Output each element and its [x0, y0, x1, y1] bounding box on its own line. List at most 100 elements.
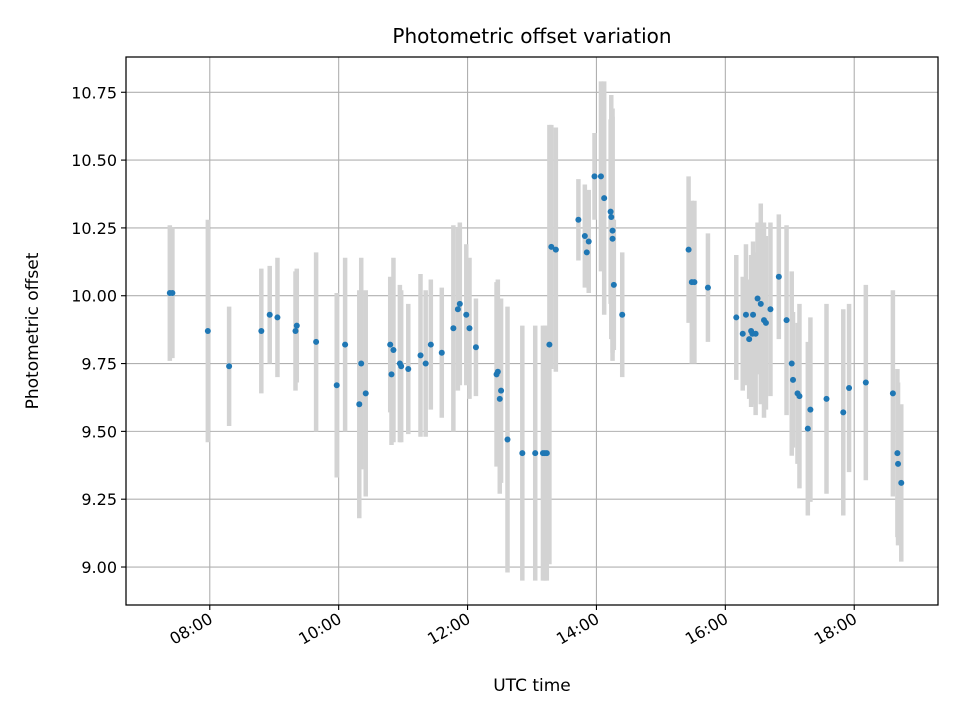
data-point [754, 295, 761, 302]
data-point [591, 173, 598, 180]
data-point [609, 235, 616, 242]
data-point [704, 284, 711, 291]
data-point [333, 382, 340, 389]
data-point [388, 371, 395, 378]
data-point [342, 341, 349, 348]
data-point [519, 450, 526, 457]
y-tick-label: 9.75 [81, 355, 117, 374]
data-point [804, 425, 811, 432]
data-point [266, 311, 273, 318]
data-point [417, 352, 424, 359]
data-point [454, 306, 461, 313]
data-point [362, 390, 369, 397]
data-point [608, 214, 615, 221]
data-point [390, 346, 397, 353]
data-point [597, 173, 604, 180]
data-point [757, 300, 764, 307]
grid [126, 57, 938, 605]
data-point [575, 216, 582, 223]
x-tick-label: 12:00 [424, 609, 473, 649]
y-tick-label: 10.50 [71, 151, 117, 170]
data-point [619, 311, 626, 318]
data-point [552, 246, 559, 253]
data-point [496, 395, 503, 402]
data-point [750, 311, 757, 318]
data-point [494, 368, 501, 375]
data-point [258, 328, 265, 334]
data-point [427, 341, 434, 348]
data-point [387, 341, 394, 348]
y-axis-ticks: 9.00 9.25 9.50 9.75 10.00 10.25 10.50 10.75 [71, 83, 126, 577]
data-point [204, 328, 211, 334]
data-point [607, 208, 614, 215]
data-point [466, 325, 473, 332]
chart-title: Photometric offset variation [392, 24, 671, 48]
x-tick-label: 14:00 [553, 609, 602, 649]
data-point [498, 387, 505, 394]
x-tick-label: 16:00 [682, 609, 731, 649]
data-point [788, 360, 795, 367]
plot-area-frame [125, 56, 939, 606]
data-point [585, 238, 592, 245]
data-point [292, 328, 299, 334]
data-point [762, 319, 769, 326]
data-point [293, 322, 300, 329]
y-axis-title: Photometric offset [23, 252, 43, 409]
data-point [739, 330, 746, 337]
data-point [894, 450, 901, 457]
data-point [472, 344, 479, 351]
data-point [226, 363, 233, 370]
y-tick-label: 10.00 [71, 287, 117, 306]
data-point [438, 349, 445, 356]
data-point [796, 393, 803, 400]
data-point [895, 460, 902, 467]
data-point [783, 317, 790, 324]
data-point [840, 409, 847, 416]
data-point [398, 363, 405, 370]
data-point [169, 290, 176, 297]
data-point [609, 227, 616, 234]
data-point [898, 479, 905, 486]
data-point [548, 243, 555, 250]
data-point [767, 306, 774, 313]
data-point [456, 300, 463, 307]
x-axis-title: UTC time [493, 676, 571, 696]
data-point [889, 390, 896, 397]
y-tick-label: 10.75 [71, 83, 117, 102]
data-point [846, 384, 853, 391]
data-point [862, 379, 869, 386]
y-tick-label: 9.25 [81, 490, 117, 509]
data-points [166, 173, 905, 486]
data-point [775, 273, 782, 280]
data-point [742, 311, 749, 318]
data-point [356, 401, 363, 408]
data-point [358, 360, 365, 367]
data-point [546, 341, 553, 348]
data-point [601, 195, 608, 202]
error-bars [167, 81, 904, 581]
data-point [790, 376, 796, 383]
data-point [581, 233, 588, 240]
x-axis-ticks: 08:00 10:00 12:00 14:00 16:00 18:00 [166, 605, 860, 649]
y-tick-label: 9.00 [81, 558, 117, 577]
data-point [733, 314, 740, 321]
data-point [752, 330, 759, 337]
data-point [422, 360, 429, 367]
data-point [685, 246, 692, 253]
x-tick-label: 18:00 [811, 609, 860, 649]
data-point [543, 450, 550, 457]
data-point [532, 450, 539, 457]
data-point [274, 314, 281, 321]
data-point [313, 338, 320, 345]
x-tick-label: 10:00 [295, 609, 344, 649]
y-tick-label: 9.50 [81, 422, 117, 441]
y-tick-label: 10.25 [71, 219, 117, 238]
data-point [823, 395, 830, 402]
x-tick-label: 08:00 [166, 609, 215, 649]
data-point [746, 336, 753, 343]
data-point [504, 436, 511, 443]
data-point [463, 311, 470, 318]
data-point [450, 325, 457, 332]
data-point [405, 365, 412, 372]
